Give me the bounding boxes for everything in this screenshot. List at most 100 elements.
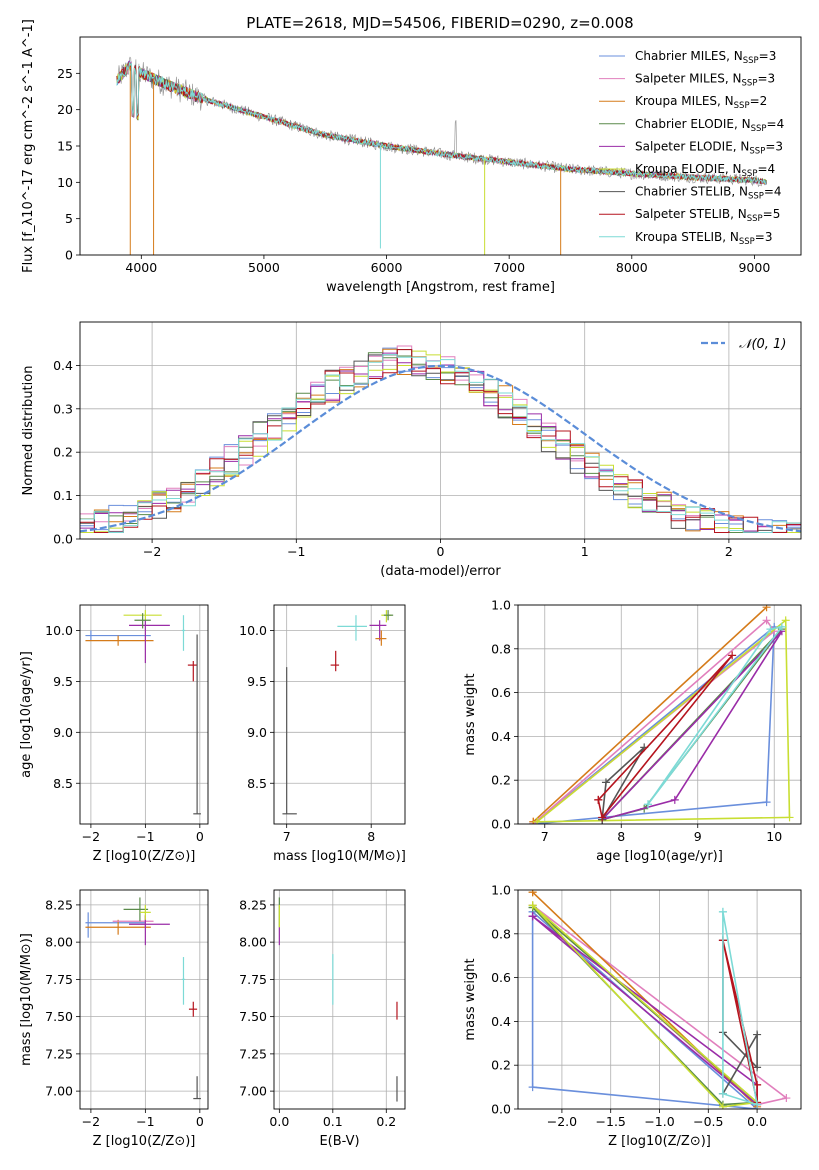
series-marker <box>594 795 603 804</box>
plot-area-age_vs_mass <box>282 610 394 815</box>
x-tick-label: 0 <box>196 829 204 844</box>
y-tick-label: 0.2 <box>53 445 73 460</box>
y-tick-label: 0.8 <box>491 641 511 656</box>
y-tick-label: 7.50 <box>239 1009 267 1024</box>
series-line <box>536 618 791 823</box>
y-tick-label: 10.0 <box>45 623 73 638</box>
y-tick-label: 9.5 <box>247 674 267 689</box>
x-tick-label: 0.2 <box>376 1114 396 1129</box>
series-marker <box>718 1102 727 1109</box>
series-line <box>597 654 733 820</box>
axes-frame <box>79 604 209 825</box>
series-marker <box>777 622 786 631</box>
y-tick-label: 20 <box>57 102 73 117</box>
y-tick-label: 7.00 <box>239 1084 267 1099</box>
x-tick-label: 8000 <box>616 260 648 275</box>
panel-mass_vs_ebv: 0.0 0.1 0.2 7.00 7.25 7.50 7.75 8.00 8.25 E(B-V) <box>239 889 406 1149</box>
x-tick-label: 2 <box>725 544 733 559</box>
y-tick-label: 8.00 <box>45 935 73 950</box>
y-tick-label: 10.0 <box>239 623 267 638</box>
x-tick-label: −2 <box>143 544 161 559</box>
series-marker <box>528 912 537 921</box>
x-axis-label: (data-model)/error <box>380 564 501 579</box>
x-axis-label: age [log10(age/yr)] <box>596 849 723 864</box>
legend-entry: Salpeter ELODIE, NSSP=3 <box>635 139 783 156</box>
axes-frame <box>273 889 406 1110</box>
y-tick-label: 0.2 <box>491 773 511 788</box>
x-tick-label: −2.0 <box>547 1114 577 1129</box>
series-line <box>647 625 784 805</box>
plot-area-spectrum <box>116 56 767 255</box>
x-tick-label: −1.0 <box>644 1114 674 1129</box>
y-tick-label: 9.0 <box>53 725 73 740</box>
plot-area-weight_vs_Z <box>528 890 791 1109</box>
x-tick-label: 0.0 <box>269 1114 289 1129</box>
legend-entry: Kroupa STELIB, NSSP=3 <box>635 230 773 247</box>
series-marker <box>762 798 771 807</box>
x-tick-label: −1 <box>136 829 154 844</box>
series-marker <box>601 778 610 787</box>
legend-entry: 𝒩(0, 1) <box>739 337 786 352</box>
x-tick-label: −2 <box>82 829 100 844</box>
y-tick-label: 15 <box>57 139 73 154</box>
x-axis-label: Z [log10(Z/Z⊙)] <box>93 1134 196 1149</box>
y-tick-label: 10 <box>57 175 73 190</box>
series-line <box>532 625 776 824</box>
y-tick-label: 7.75 <box>239 972 267 987</box>
y-axis-label: mass weight <box>463 673 478 755</box>
y-axis-label: mass weight <box>463 958 478 1040</box>
y-tick-label: 8.25 <box>239 897 267 912</box>
y-tick-label: 8.00 <box>239 935 267 950</box>
series-line <box>601 630 783 821</box>
y-tick-label: 1.0 <box>491 883 511 898</box>
legend-entry: Salpeter STELIB, NSSP=5 <box>635 207 780 224</box>
panel-weight_vs_Z: −2.0 −1.5 −1.0 −0.5 0.0 0.0 0.2 0.4 0.6 0.8 1.0 Z [… <box>463 883 802 1149</box>
legend-entry: Salpeter MILES, NSSP=3 <box>635 72 775 89</box>
x-tick-label: 0.1 <box>323 1114 343 1129</box>
y-tick-label: 0.6 <box>491 685 511 700</box>
series-line <box>722 911 759 1106</box>
y-axis-label: Flux [f_λ10^-17 erg cm^-2 s^-1 A^-1] <box>21 19 36 273</box>
y-tick-label: 9.5 <box>53 674 73 689</box>
y-tick-label: 0.0 <box>491 1102 511 1117</box>
y-tick-label: 0.6 <box>491 970 511 985</box>
plot-area-mass_vs_Z <box>85 897 201 1100</box>
x-axis-label: mass [log10(M/M⊙)] <box>273 849 406 864</box>
y-tick-label: 0.4 <box>491 729 511 744</box>
histogram-step <box>80 354 801 533</box>
series-marker <box>670 795 679 804</box>
y-tick-label: 5 <box>65 211 73 226</box>
x-tick-label: 9 <box>694 829 702 844</box>
legend-entry: Chabrier ELODIE, NSSP=4 <box>635 117 784 134</box>
y-tick-label: 1.0 <box>491 598 511 613</box>
panel-age_vs_Z: −2 −1 0 8.5 9.0 9.5 10.0 Z [log10(Z/Z⊙)] age [lo… <box>19 604 209 864</box>
legend-entry: Kroupa ELODIE, NSSP=4 <box>635 162 775 179</box>
series-line <box>532 904 759 1108</box>
series-marker <box>782 1094 791 1103</box>
x-tick-label: −2 <box>82 1114 100 1129</box>
y-tick-label: 0.4 <box>53 358 73 373</box>
x-axis-label: Z [log10(Z/Z⊙)] <box>93 849 196 864</box>
y-tick-label: 7.25 <box>45 1046 73 1061</box>
panel-mass_vs_Z: −2 −1 0 7.00 7.25 7.50 7.75 8.00 8.25 Z [log10(Z/… <box>19 889 209 1149</box>
y-tick-label: 0.0 <box>491 817 511 832</box>
axes-frame <box>79 889 209 1110</box>
y-tick-label: 8.5 <box>53 776 73 791</box>
plot-area-age_vs_Z <box>85 610 201 815</box>
series-marker <box>762 605 771 612</box>
x-tick-label: −1 <box>287 544 305 559</box>
legend-entry: Chabrier MILES, NSSP=3 <box>635 49 776 66</box>
series-marker <box>528 901 537 910</box>
y-tick-label: 7.75 <box>45 972 73 987</box>
x-tick-label: 7 <box>283 829 291 844</box>
series-marker <box>753 1100 762 1109</box>
legend-entry: Kroupa MILES, NSSP=2 <box>635 94 767 111</box>
x-tick-label: 10 <box>766 829 782 844</box>
panel-weight_vs_age: 7 8 9 10 0.0 0.2 0.4 0.6 0.8 1.0 age [log10(age/yr… <box>463 598 802 864</box>
x-tick-label: 8 <box>617 829 625 844</box>
y-tick-label: 7.25 <box>239 1046 267 1061</box>
series-marker <box>533 817 542 824</box>
series-marker <box>762 616 771 625</box>
figure-title: PLATE=2618, MJD=54506, FIBERID=0290, z=0… <box>246 14 633 32</box>
